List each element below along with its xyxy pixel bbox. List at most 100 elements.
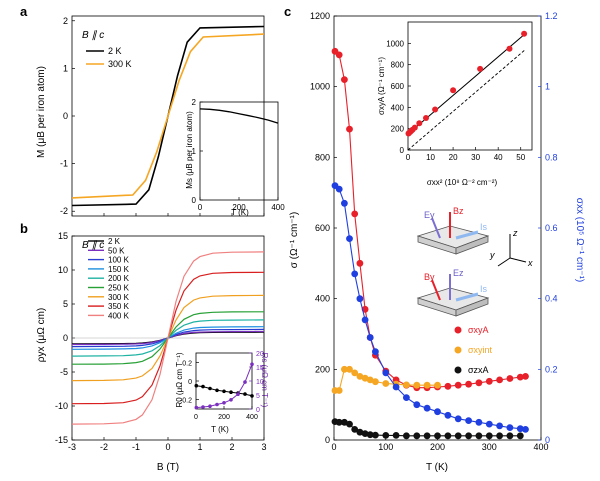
- panel-c-series-point: [465, 380, 472, 388]
- panel-a-y-tick-label: -2: [60, 206, 68, 216]
- ylabel-b: ρyx (μΩ cm): [36, 308, 47, 362]
- panel-a-inset-x-tick-label: 0: [198, 203, 203, 212]
- panel-c-series-point: [382, 369, 390, 377]
- panel-c-series-point: [346, 125, 353, 133]
- panel-c-y-tick-label: 400: [315, 294, 330, 304]
- panel-c-series-point: [346, 420, 353, 428]
- panel-c-inset-x-tick-label: 10: [426, 153, 435, 162]
- panel-b-series-line: [71, 251, 265, 425]
- panel-b-inset-rs-point: [215, 402, 219, 407]
- panel-c-series-point: [351, 270, 359, 278]
- panel-c-inset-x-tick-label: 0: [406, 153, 411, 162]
- panel-c-series-point: [423, 404, 431, 412]
- panel-c-series-point: [522, 373, 529, 380]
- panel-b-legend-label: 150 K: [108, 265, 130, 274]
- panel-b-inset-r0-point: [201, 384, 205, 389]
- panel-c-y-tick-label: 600: [315, 223, 330, 233]
- panel-c-series-point: [361, 316, 369, 324]
- panel-c-x-tick-label: 200: [430, 442, 445, 452]
- panel-c-series-point: [351, 369, 359, 377]
- panel-a-inset-frame: [199, 101, 279, 201]
- xlabel-b: B (T): [157, 462, 179, 473]
- panel-b-inset-rs-point: [229, 398, 233, 402]
- axis-label-x: x: [527, 258, 533, 268]
- panel-a-inset-y-tick-label: 2: [192, 98, 197, 107]
- panel-c-series-point: [366, 376, 374, 384]
- panel-c-series-point: [475, 432, 483, 440]
- panel-c-inset-x-tick-label: 40: [494, 153, 503, 162]
- panel-a-inset-x-tick-label: 400: [271, 203, 285, 212]
- panel-b-inset-r0-point: [222, 389, 226, 394]
- legend-marker-sigma-zx-A: [454, 366, 462, 374]
- coordinate-axes: z y x: [489, 228, 533, 268]
- panel-b-legend-label: 350 K: [108, 302, 130, 311]
- panel-b-inset-rs-point: [194, 405, 199, 410]
- arrow-is-icon: [455, 230, 479, 240]
- panel-a-inset-line: [199, 108, 279, 124]
- diagram-bottom-label-by: By: [424, 272, 435, 282]
- panel-c-series-point: [361, 374, 369, 382]
- panel-b-inset-rs-point: [201, 405, 205, 409]
- inset-c-xlabel: σxx² (10⁸ Ω⁻² cm⁻²): [427, 178, 498, 187]
- panel-b-inset-rs-point: [250, 362, 254, 367]
- panel-c-series-point: [372, 431, 379, 439]
- panel-c-inset-y-tick-label: 800: [391, 61, 405, 70]
- panel-c-inset-y-tick-label: 600: [391, 82, 405, 91]
- panel-c-series-point: [335, 418, 343, 426]
- panel-c-y-tick-label: 200: [315, 364, 330, 374]
- panel-b-inset-r0-point: [208, 386, 212, 391]
- panel-c-series-point: [341, 199, 348, 207]
- panel-c-series-point: [351, 210, 359, 218]
- panel-a-inset-y-tick-label: 0: [192, 196, 197, 205]
- panel-b-legend-label: 400 K: [108, 311, 130, 320]
- panel-c-inset-point: [411, 124, 418, 131]
- panel-b-inset-x-tick-label: 200: [218, 414, 230, 421]
- panel-b-legend-label: 300 K: [108, 293, 130, 302]
- panel-c-series-point: [366, 334, 374, 341]
- panel-b-inset-r0-point: [215, 388, 219, 393]
- panel-c-series-point: [516, 425, 524, 433]
- panel-c-inset-point: [432, 106, 439, 113]
- panel-c-inset-dashed-line: [407, 49, 526, 151]
- panel-c-x-tick-label: 100: [378, 442, 393, 452]
- inset-a-xlabel: T (K): [231, 208, 249, 217]
- annotation-b: B ∥ c: [82, 240, 104, 251]
- panel-c-series-point: [356, 259, 364, 267]
- panel-c-series-point: [346, 365, 353, 373]
- inset-b-ylabel-left: R0 (μΩ cm T⁻¹): [175, 352, 184, 407]
- panel-b-inset-y-right-tick-label: 0: [256, 407, 260, 414]
- panel-a-y-tick-label: 2: [63, 16, 68, 26]
- panel-c-x-tick-label: 300: [482, 442, 497, 452]
- panel-c-series-point: [506, 432, 514, 440]
- panel-c-inset-y-tick-label: 1000: [386, 39, 404, 48]
- panel-a-legend-label: 2 K: [108, 46, 122, 56]
- panel-b-inset-rs-point: [236, 392, 240, 397]
- panel-c-inset-point: [477, 65, 484, 72]
- panel-c-inset-x-tick-label: 50: [516, 153, 525, 162]
- panel-b-x-tick-label: 2: [229, 442, 234, 452]
- panel-b-y-tick-label: -5: [60, 367, 68, 377]
- arrow-by-icon: [431, 279, 441, 301]
- panel-c-x-tick-label: 400: [533, 442, 548, 452]
- panel-c-series-point: [475, 418, 483, 426]
- panel-c-series-point: [496, 422, 503, 430]
- panel-c-inset-point: [521, 30, 528, 37]
- inset-b-ylabel-right: Rs (μΩ cm T⁻¹): [260, 353, 269, 408]
- panel-c-series-point: [485, 420, 493, 428]
- panel-c-y-tick-label: 1200: [310, 11, 330, 21]
- axis-label-z: z: [512, 228, 518, 238]
- panel-c-x-tick-label: 0: [331, 442, 336, 452]
- panel-c-series-point: [341, 365, 348, 373]
- panel-c-series-point: [335, 185, 343, 193]
- xlabel-c: T (K): [426, 462, 448, 473]
- device-diagram-top: Ey Bz Is: [416, 206, 490, 255]
- panel-b-inset-y-left-tick-label: 0.2: [182, 360, 192, 367]
- device-diagram-bottom: By Ez Is: [416, 268, 490, 317]
- panel-c-series-point: [403, 432, 410, 440]
- panel-b-inset-rs-point: [208, 404, 212, 409]
- inset-a-ylabel: Ms (μB per iron atom): [185, 111, 194, 189]
- panel-c-y-tick-label: 1000: [310, 82, 330, 92]
- panel-c-inset-frame: [407, 21, 533, 151]
- panel-b-x-tick-label: 1: [197, 442, 202, 452]
